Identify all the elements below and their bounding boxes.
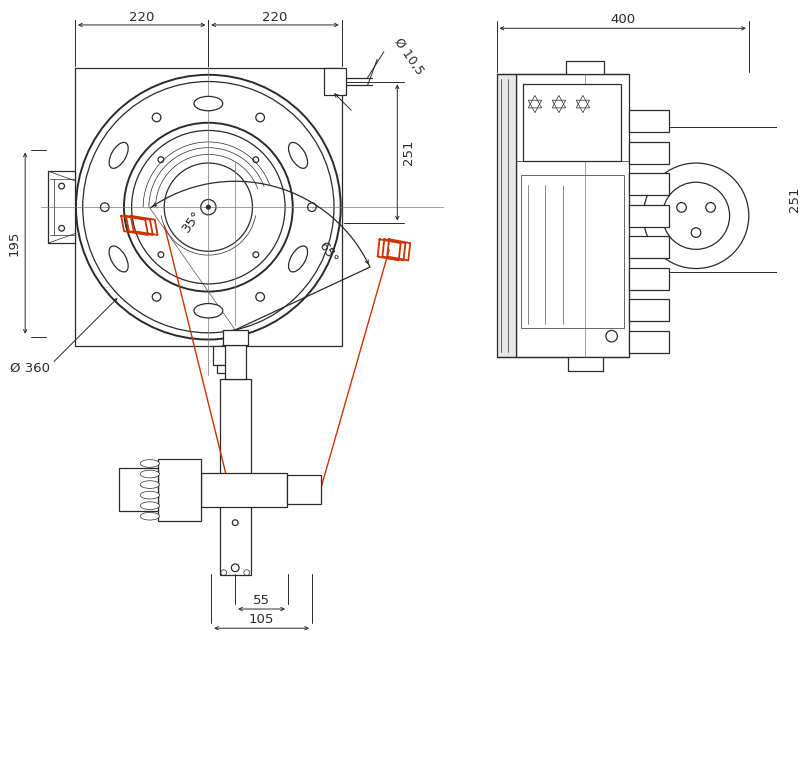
Text: 251: 251 [402, 140, 415, 165]
Text: 65°: 65° [315, 239, 339, 266]
Bar [629, 173, 669, 195]
Ellipse shape [140, 512, 159, 520]
Text: 220: 220 [129, 11, 154, 24]
Ellipse shape [140, 481, 159, 488]
Bar [629, 299, 669, 321]
Bar [225, 345, 246, 379]
Bar [516, 75, 629, 358]
Bar [201, 473, 287, 507]
Text: 35°: 35° [180, 208, 204, 235]
Bar [497, 75, 516, 358]
Bar [222, 330, 248, 345]
Bar [568, 358, 602, 371]
Bar [287, 475, 321, 504]
Bar [75, 68, 342, 346]
Bar [629, 236, 669, 258]
Bar [629, 111, 669, 132]
Bar [629, 205, 669, 227]
Circle shape [643, 163, 749, 268]
Bar [48, 171, 75, 243]
Bar [325, 68, 346, 95]
Text: 251: 251 [788, 187, 800, 212]
Ellipse shape [289, 142, 307, 168]
Ellipse shape [289, 246, 307, 272]
Bar [521, 175, 624, 328]
Bar [119, 468, 158, 511]
Circle shape [206, 205, 210, 209]
Bar [566, 61, 605, 75]
Text: 195: 195 [7, 231, 20, 256]
Ellipse shape [109, 142, 128, 168]
Ellipse shape [140, 491, 159, 499]
Ellipse shape [140, 460, 159, 468]
Ellipse shape [109, 246, 128, 272]
Bar [629, 268, 669, 290]
Bar [213, 346, 234, 365]
Text: 105: 105 [249, 613, 274, 626]
Ellipse shape [194, 304, 222, 318]
Bar [629, 331, 669, 352]
Ellipse shape [140, 470, 159, 478]
Bar [220, 379, 250, 575]
Ellipse shape [140, 502, 159, 510]
Bar [629, 142, 669, 164]
Text: 55: 55 [253, 594, 270, 607]
Bar [158, 458, 201, 521]
Bar [523, 84, 622, 161]
Ellipse shape [194, 96, 222, 111]
Text: Ø 360: Ø 360 [10, 361, 50, 375]
Text: 400: 400 [610, 13, 635, 26]
Text: 220: 220 [262, 11, 288, 24]
Bar [217, 365, 230, 373]
Text: Ø 10,5: Ø 10,5 [391, 35, 426, 78]
